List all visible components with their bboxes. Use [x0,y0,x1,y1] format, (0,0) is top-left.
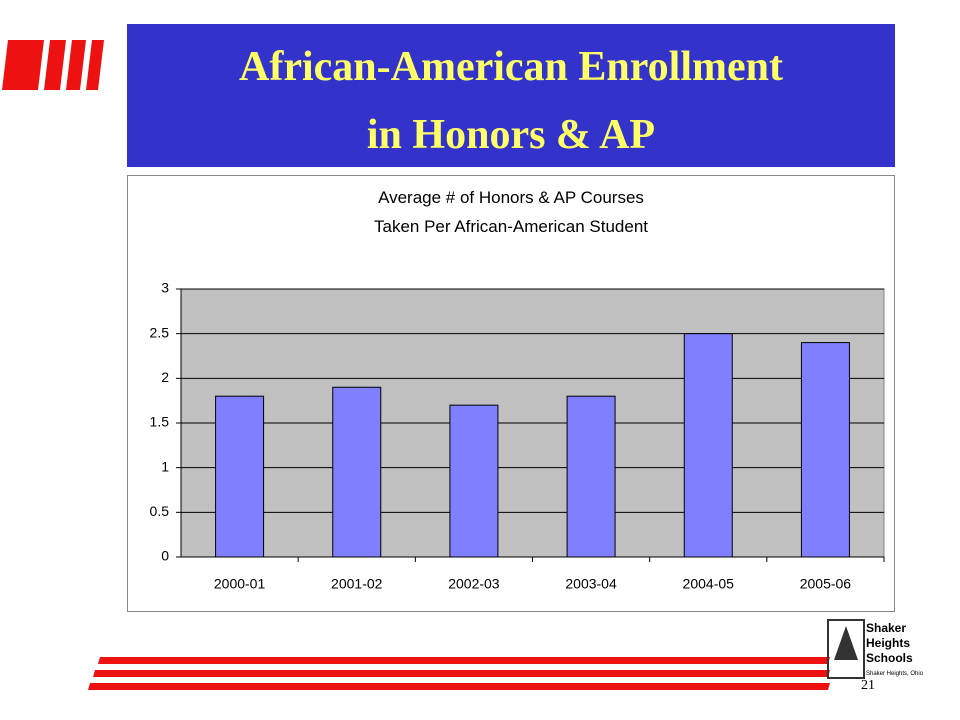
bar [566,395,616,558]
y-tick-label: 3 [161,280,169,296]
x-tick-label: 2003-04 [565,576,617,592]
bar [332,386,382,558]
logo-text: Shaker [866,621,906,635]
title-box [127,24,895,167]
y-tick-label: 1 [161,458,169,474]
x-tick-label: 2000-01 [214,576,266,592]
y-tick-label: 1.5 [150,414,170,430]
y-tick-label: 2.5 [150,324,170,340]
x-tick-label: 2005-06 [800,576,852,592]
chart-title: Taken Per African-American Student [374,217,648,236]
logo-caption: Shaker Heights, Ohio [866,671,924,677]
x-tick-label: 2001-02 [331,576,383,592]
page-number: 21 [861,678,875,693]
slide-title: African-American Enrollment [239,44,783,90]
slide-title: in Honors & AP [367,112,655,158]
plot: 0 0.5 1 1.5 2 2.5 3 2000-01 2001-02 2002-03 2003-0… [150,280,885,592]
y-tick-label: 0.5 [150,503,170,519]
footer-stripes [88,657,830,690]
bar [683,333,733,558]
bar [215,395,265,558]
logo-text: Schools [866,651,913,665]
y-tick-label: 2 [161,369,169,385]
chart-title: Average # of Honors & AP Courses [378,188,644,207]
logo-text: Heights [866,636,910,650]
corner-stripes [2,40,104,90]
logo: Shaker Heights Schools Shaker Heights, O… [827,619,924,679]
x-tick-label: 2002-03 [448,576,500,592]
bar [800,342,850,558]
x-tick-label: 2004-05 [683,576,735,592]
y-tick-label: 0 [161,548,169,564]
bar [449,404,499,558]
